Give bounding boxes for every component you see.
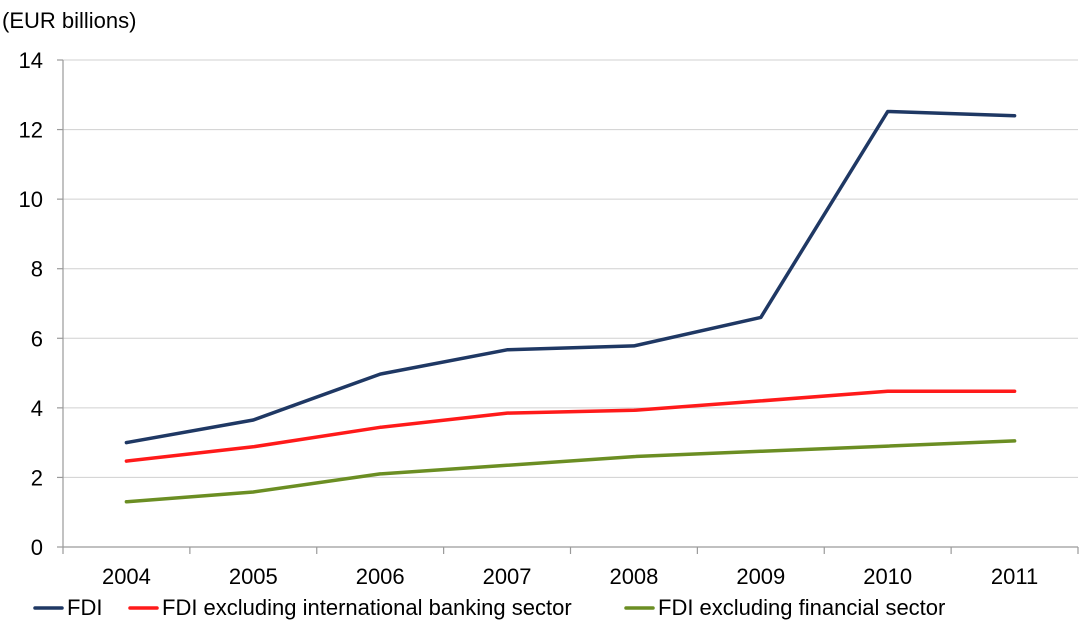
- x-tick-labels: 2004 2005 2006 2007 2008 2009 2010 2011: [102, 564, 1038, 589]
- y-tick-label: 10: [19, 187, 43, 212]
- y-tick-label: 8: [31, 257, 43, 282]
- series-line-2: [124, 389, 1017, 463]
- legend-label: FDI excluding international banking sect…: [162, 595, 572, 620]
- y-axis-unit-label: (EUR billions): [2, 8, 136, 33]
- legend-label: FDI excluding financial sector: [658, 595, 945, 620]
- legend-item: FDI: [33, 595, 102, 620]
- series-lines: [124, 109, 1017, 504]
- y-tick-label: 6: [31, 326, 43, 351]
- x-tick-label: 2007: [483, 564, 532, 589]
- legend: FDI FDI excluding international banking s…: [33, 595, 945, 620]
- y-tick-label: 4: [31, 396, 43, 421]
- x-tick-label: 2011: [991, 564, 1038, 589]
- axes: [57, 59, 1079, 554]
- y-tick-label: 12: [19, 118, 43, 143]
- legend-label: FDI: [67, 595, 102, 620]
- legend-item: FDI excluding international banking sect…: [128, 595, 572, 620]
- x-tick-label: 2004: [102, 564, 151, 589]
- x-tick-label: 2006: [356, 564, 405, 589]
- y-tick-label: 0: [31, 535, 43, 560]
- x-tick-label: 2008: [609, 564, 658, 589]
- y-tick-labels: 0 2 4 6 8 10 12 14: [19, 48, 43, 560]
- gridlines: [63, 59, 1078, 478]
- series-line-1: [124, 109, 1017, 445]
- y-tick-label: 14: [19, 48, 43, 73]
- x-tick-label: 2005: [229, 564, 278, 589]
- x-tick-label: 2010: [863, 564, 912, 589]
- series-line-3: [124, 439, 1017, 504]
- legend-item: FDI excluding financial sector: [624, 595, 945, 620]
- x-tick-label: 2009: [736, 564, 785, 589]
- y-tick-label: 2: [31, 465, 43, 490]
